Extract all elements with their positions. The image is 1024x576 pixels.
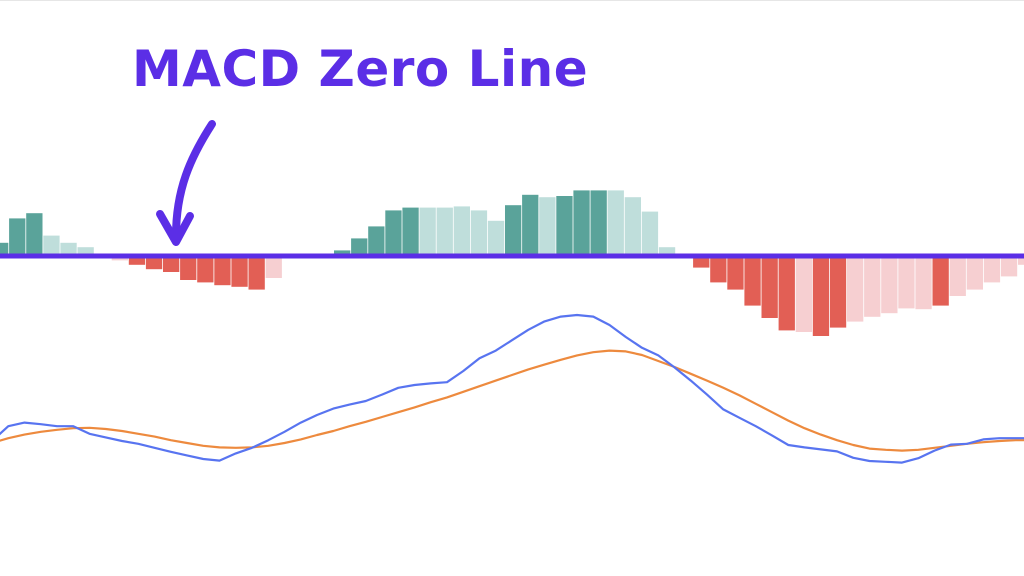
histogram-bar (556, 196, 573, 256)
top-border (0, 0, 1024, 1)
histogram-bar (214, 256, 231, 286)
histogram-bar (368, 226, 385, 256)
histogram-bar (983, 256, 1001, 283)
histogram-bar (231, 256, 248, 287)
histogram-bar (915, 256, 932, 310)
annotation-title: MACD Zero Line (132, 40, 589, 98)
histogram-bar (60, 242, 77, 256)
histogram-layer (0, 190, 1024, 336)
arrow-shaft (172, 120, 216, 240)
histogram-bar (248, 256, 265, 290)
histogram-bar (590, 190, 607, 256)
histogram-bar (573, 190, 590, 256)
histogram-bar (505, 205, 522, 256)
histogram-bar (436, 207, 453, 256)
histogram-bar (334, 250, 351, 256)
histogram-bar (795, 256, 812, 332)
histogram-bar (26, 213, 43, 256)
histogram-bar (829, 256, 847, 328)
histogram-bar (128, 256, 146, 265)
histogram-bar (744, 256, 761, 306)
histogram-bar (9, 218, 26, 256)
arrow-layer (156, 120, 216, 246)
histogram-bar (419, 207, 436, 256)
lines-layer (0, 313, 1024, 464)
histogram-bar (197, 256, 214, 283)
histogram-bar (163, 256, 180, 272)
histogram-bar (1018, 256, 1024, 265)
histogram-bar (847, 256, 864, 322)
macd-line (0, 313, 1024, 464)
histogram-bar (727, 256, 744, 290)
histogram-bar (402, 207, 419, 256)
signal-line (0, 349, 1024, 452)
histogram-bar (966, 256, 983, 290)
histogram-bar (43, 235, 60, 256)
histogram-bar (385, 210, 402, 256)
histogram-bar (0, 242, 9, 256)
arrow-head (156, 210, 194, 246)
histogram-bar (761, 256, 778, 318)
histogram-bar (949, 256, 966, 296)
histogram-bar (641, 211, 659, 256)
histogram-bar (1000, 256, 1018, 277)
histogram-bar (812, 256, 830, 336)
histogram-bar (539, 197, 556, 256)
histogram-bar (658, 247, 676, 256)
histogram-bar (710, 256, 727, 283)
histogram-bar (145, 256, 163, 270)
histogram-bar (453, 206, 470, 256)
histogram-bar (881, 256, 898, 314)
histogram-bar (180, 256, 197, 280)
histogram-bar (77, 247, 94, 256)
histogram-bar (932, 256, 949, 306)
histogram-bar (898, 256, 915, 309)
histogram-bar (265, 256, 282, 278)
histogram-bar (607, 190, 624, 256)
histogram-bar (864, 256, 881, 317)
histogram-bar (624, 197, 641, 256)
histogram-bar (470, 210, 488, 256)
histogram-bar (351, 238, 368, 256)
histogram-bar (522, 194, 539, 256)
histogram-bar (487, 220, 505, 256)
histogram-bar (693, 256, 710, 268)
histogram-bar (778, 256, 795, 331)
